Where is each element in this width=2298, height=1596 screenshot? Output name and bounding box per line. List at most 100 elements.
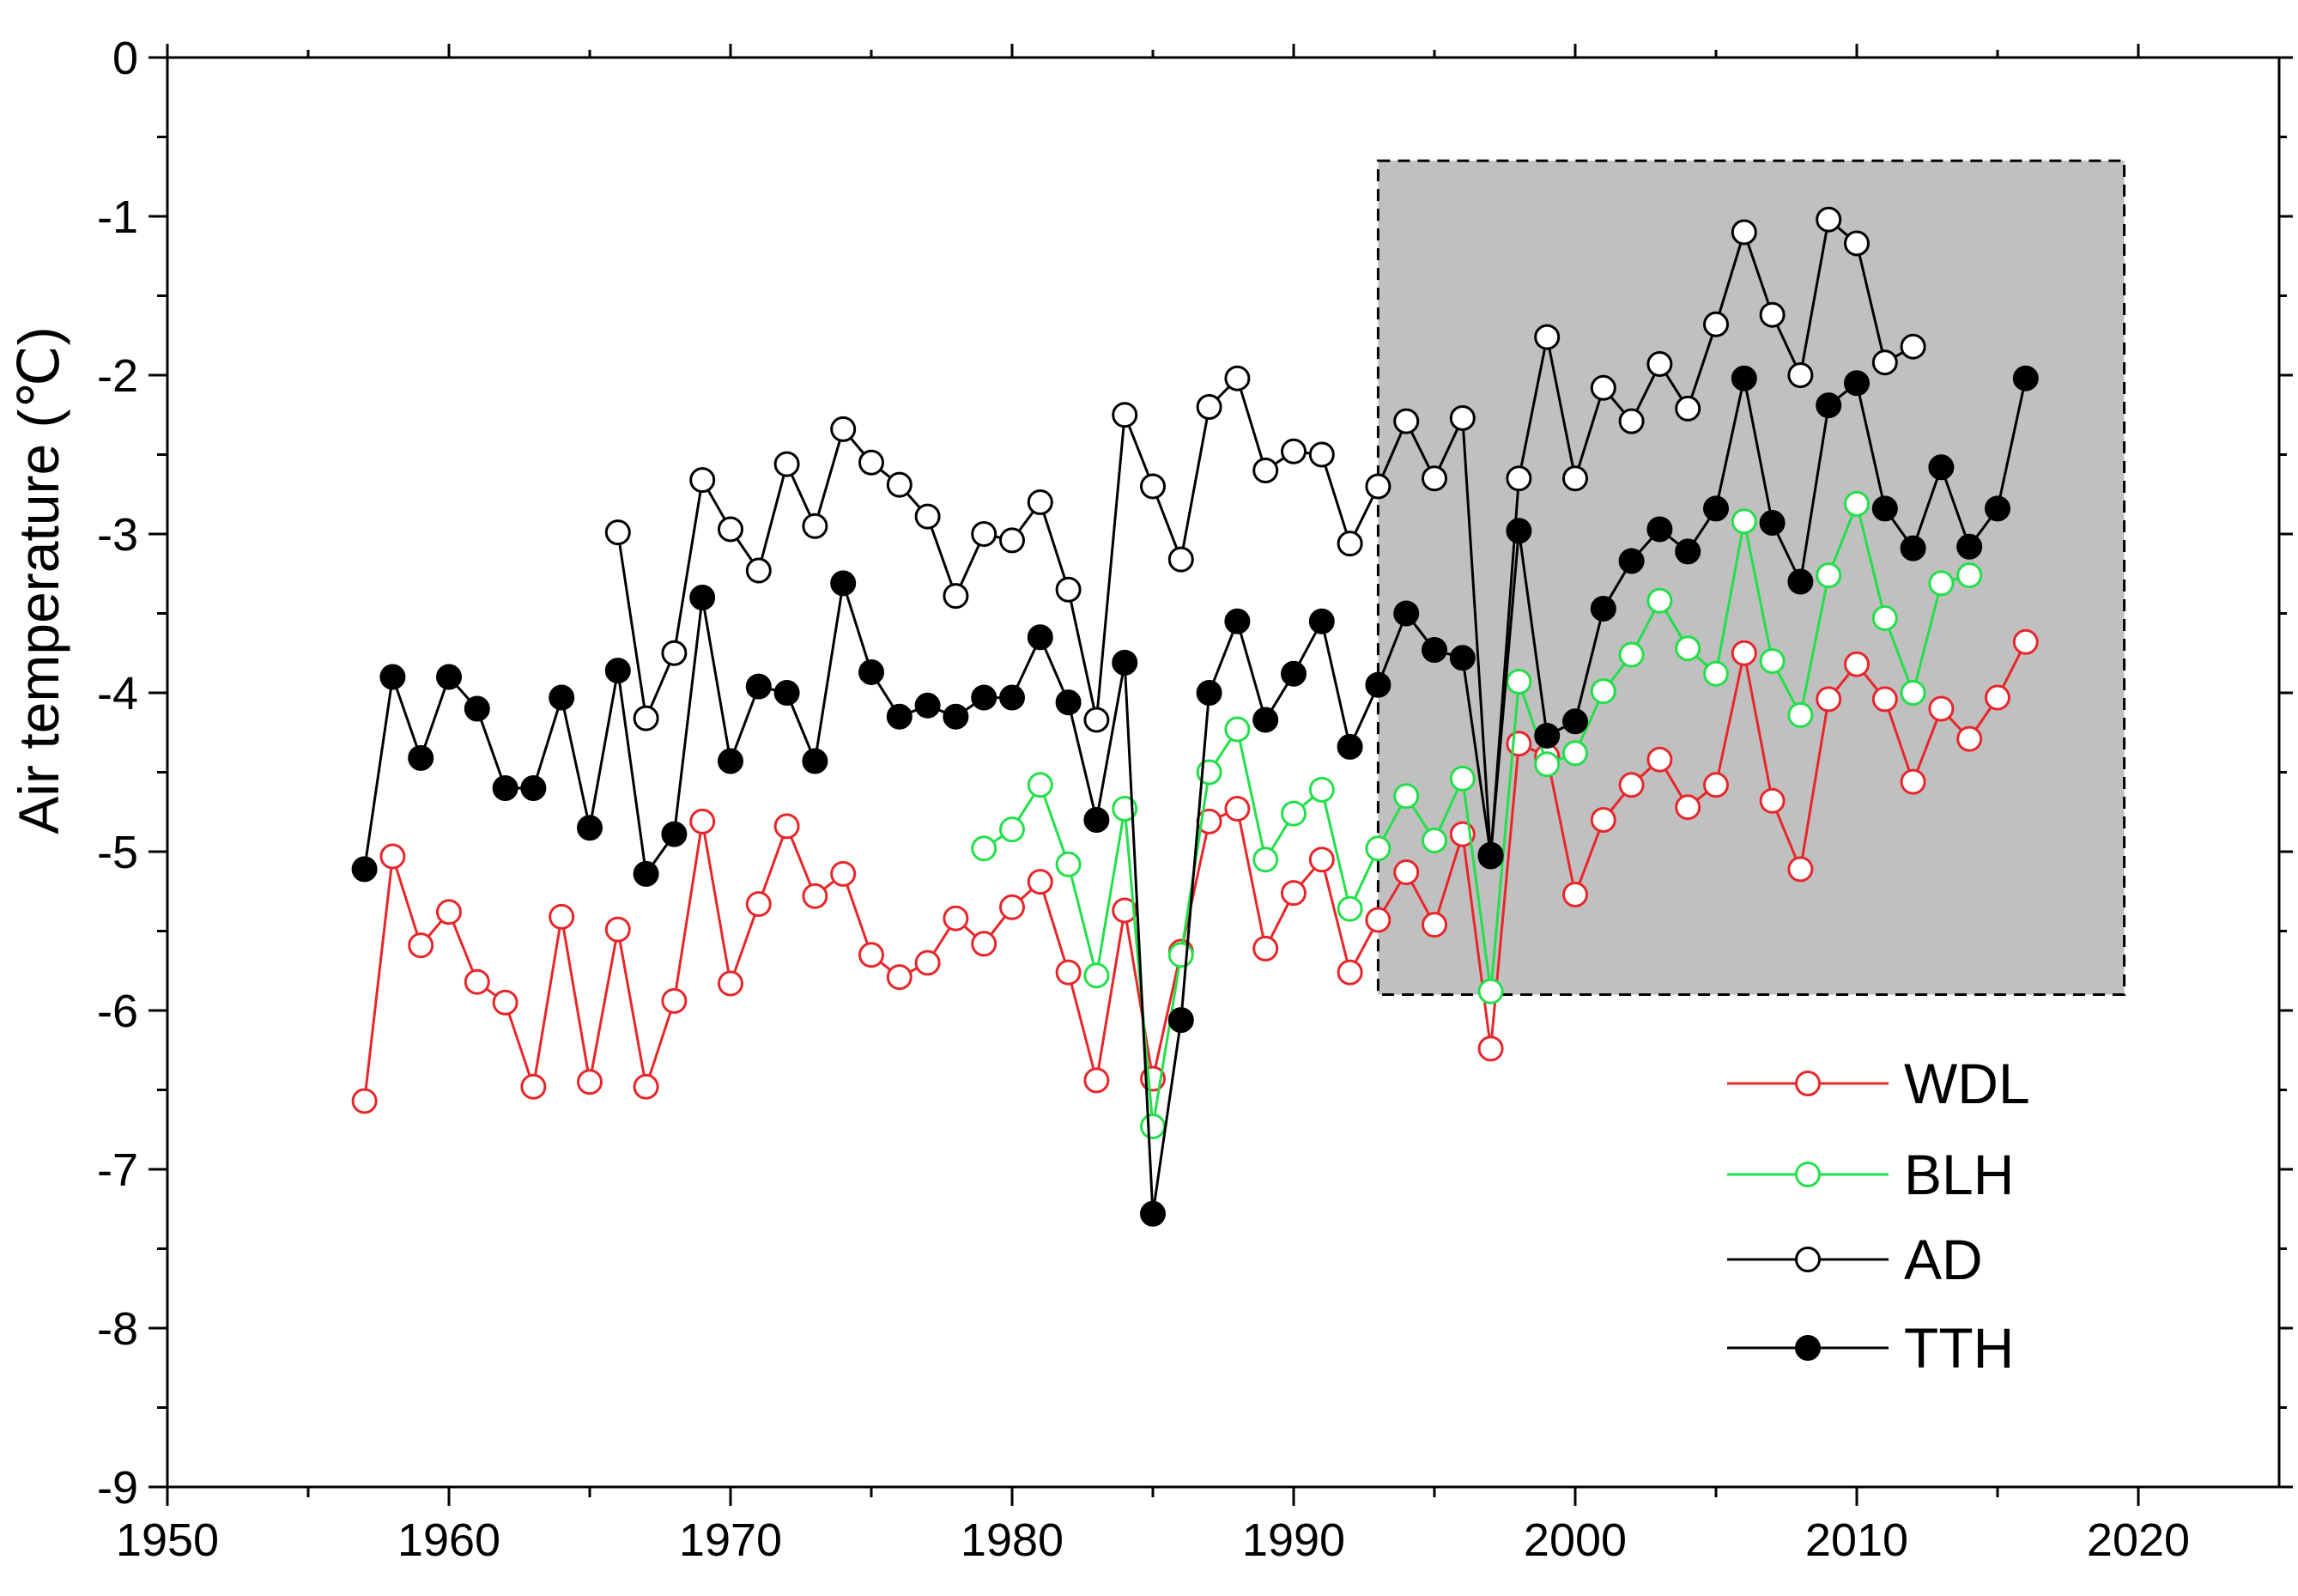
data-point-wdl: [1590, 807, 1616, 833]
data-point-ad: [1900, 333, 1926, 360]
data-point-wdl: [718, 970, 743, 997]
data-point-blh: [1646, 587, 1673, 614]
y-tick-label: -4: [97, 668, 138, 719]
data-point-tth: [379, 664, 406, 690]
y-tick-label: -9: [97, 1462, 138, 1514]
legend-label-blh: BLH: [1904, 1143, 2014, 1206]
data-point-wdl: [689, 808, 716, 834]
data-point-blh: [1900, 680, 1926, 706]
data-point-tth: [745, 673, 772, 700]
data-point-tth: [1140, 1200, 1166, 1227]
legend-label-wdl: WDL: [1904, 1052, 2030, 1115]
data-point-blh: [1422, 828, 1447, 854]
y-tick-label: -8: [97, 1303, 138, 1355]
x-tick-label: 1950: [116, 1514, 219, 1566]
data-point-blh: [1281, 800, 1307, 827]
highlight-region-layer: [1376, 159, 2126, 996]
data-point-tth: [2012, 365, 2039, 391]
data-point-blh: [1562, 740, 1588, 767]
x-tick-label: 1960: [397, 1514, 500, 1566]
data-point-tth: [1590, 595, 1616, 622]
data-point-tth: [1224, 608, 1251, 634]
data-point-blh: [1928, 570, 1955, 597]
data-point-tth: [943, 703, 969, 730]
data-point-ad: [802, 513, 828, 539]
data-point-ad: [1871, 349, 1898, 376]
series-line-blh: [983, 502, 1970, 1128]
data-point-wdl: [1618, 772, 1645, 798]
data-point-tth: [1083, 807, 1110, 833]
data-point-tth: [773, 680, 800, 706]
legend-marker-blh: [1795, 1162, 1821, 1187]
data-point-tth: [971, 684, 997, 711]
data-point-wdl: [1844, 651, 1870, 677]
data-point-wdl: [520, 1073, 547, 1100]
data-point-wdl: [1506, 731, 1532, 757]
data-point-ad: [1112, 402, 1138, 428]
data-point-wdl: [1252, 935, 1279, 962]
data-point-tth: [1477, 841, 1504, 868]
x-tick-label: 2010: [1805, 1514, 1908, 1566]
data-point-ad: [999, 527, 1025, 554]
data-point-wdl: [886, 964, 913, 991]
data-point-tth: [1308, 608, 1335, 634]
data-point-tth: [1506, 518, 1532, 544]
data-point-ad: [1422, 465, 1447, 492]
x-tick-label: 1980: [961, 1514, 1064, 1566]
data-point-ad: [1224, 365, 1251, 391]
data-point-tth: [1900, 535, 1926, 561]
data-point-blh: [1759, 648, 1786, 674]
data-point-wdl: [1562, 881, 1588, 907]
data-point-tth: [408, 744, 434, 771]
data-point-wdl: [1675, 794, 1701, 821]
data-point-wdl: [745, 891, 772, 918]
data-point-ad: [1167, 546, 1194, 573]
legend-marker-ad: [1795, 1247, 1821, 1272]
data-point-ad: [773, 451, 800, 477]
data-point-blh: [1449, 765, 1476, 792]
data-point-tth: [577, 815, 603, 841]
data-point-ad: [830, 416, 857, 442]
data-point-wdl: [1787, 856, 1814, 883]
data-point-tth: [1985, 495, 2010, 522]
legend-marker-wdl: [1795, 1071, 1821, 1096]
data-point-blh: [1534, 751, 1561, 778]
data-point-blh: [1816, 562, 1842, 589]
data-point-blh: [1477, 978, 1504, 1004]
data-point-ad: [745, 557, 772, 584]
data-point-ad: [1027, 489, 1053, 515]
data-point-wdl: [351, 1088, 378, 1114]
data-point-tth: [1449, 645, 1476, 671]
data-point-wdl: [549, 903, 575, 930]
data-point-wdl: [1477, 1035, 1504, 1062]
data-point-blh: [1224, 716, 1251, 743]
data-point-wdl: [858, 942, 884, 968]
data-point-ad: [1196, 394, 1222, 420]
data-point-wdl: [802, 883, 828, 909]
data-point-ad: [1759, 301, 1786, 328]
x-tick-label: 1970: [679, 1514, 782, 1566]
x-tick-label: 2000: [1524, 1514, 1627, 1566]
data-point-wdl: [1871, 686, 1898, 713]
data-point-tth: [1562, 708, 1588, 735]
data-point-blh: [1167, 942, 1194, 968]
data-point-tth: [1365, 671, 1392, 698]
data-point-blh: [1844, 490, 1870, 517]
data-point-tth: [1816, 392, 1842, 419]
data-point-wdl: [1985, 684, 2010, 711]
legend-marker-tth: [1795, 1335, 1821, 1361]
data-point-wdl: [1337, 959, 1363, 986]
series-line-wdl: [363, 641, 2028, 1101]
data-point-ad: [1449, 404, 1476, 431]
data-point-wdl: [1759, 787, 1786, 814]
data-point-ad: [1308, 441, 1335, 468]
data-point-ad: [1562, 465, 1588, 492]
data-point-tth: [1731, 365, 1757, 391]
data-point-ad: [604, 519, 631, 546]
data-point-wdl: [1281, 880, 1307, 907]
data-point-tth: [549, 684, 575, 711]
data-point-ad: [1787, 362, 1814, 388]
data-point-blh: [1252, 847, 1279, 873]
y-tick-label: -5: [97, 827, 138, 878]
